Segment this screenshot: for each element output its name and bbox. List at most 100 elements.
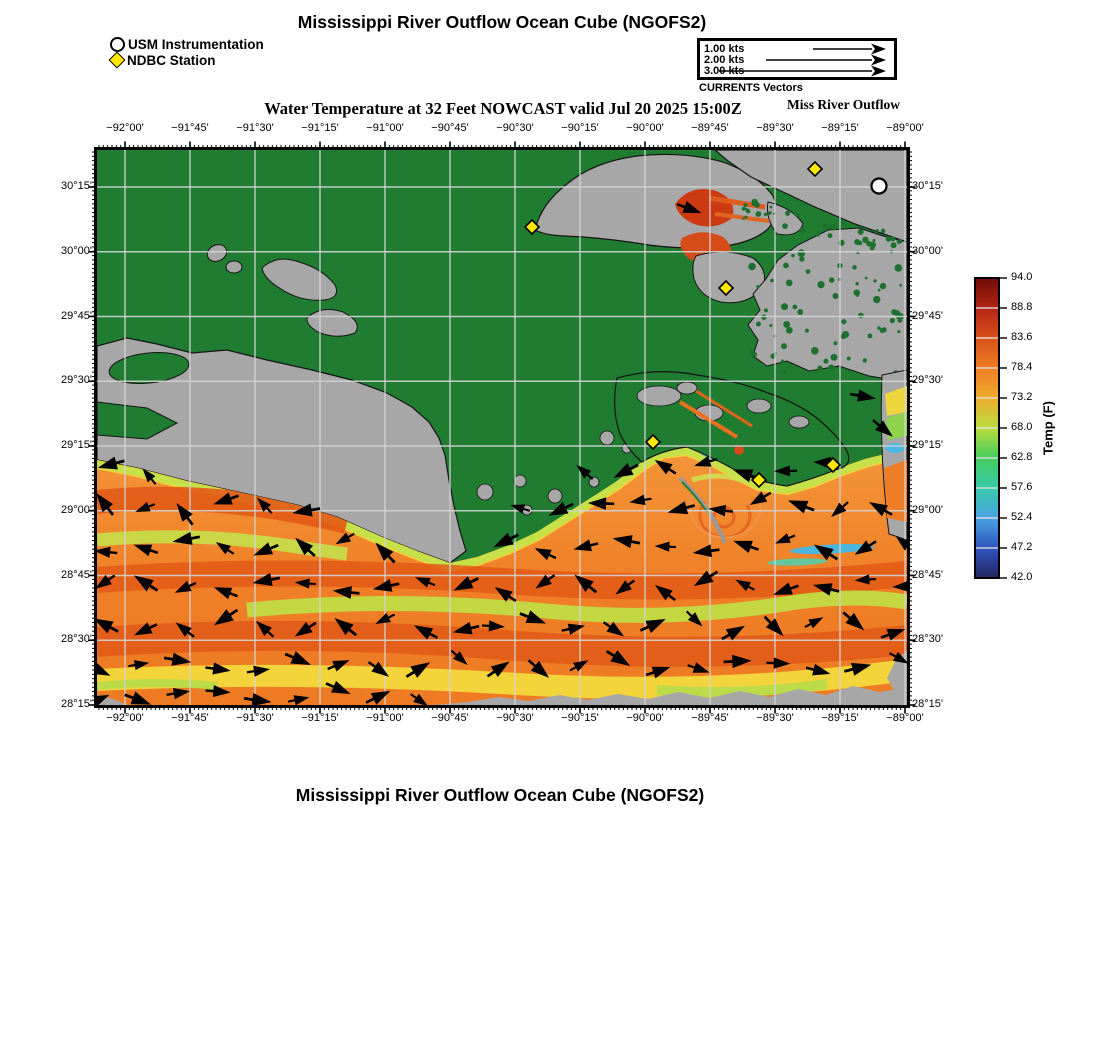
current-arrow bbox=[749, 491, 772, 506]
current-arrow bbox=[602, 621, 625, 637]
colorbar-tick-label: 57.6 bbox=[1011, 481, 1033, 493]
colorbar-tick-label: 68.0 bbox=[1011, 421, 1033, 433]
x-tick-label: −89°15' bbox=[821, 122, 859, 134]
current-arrow bbox=[174, 580, 197, 593]
vector-legend-label-1: 1.00 kts bbox=[704, 43, 745, 55]
current-arrow bbox=[410, 693, 428, 705]
current-arrow bbox=[124, 691, 152, 705]
colorbar-tick-label: 83.6 bbox=[1011, 331, 1033, 343]
x-tick-label: −90°45' bbox=[431, 122, 469, 134]
colorbar-tick-label: 88.8 bbox=[1011, 301, 1033, 313]
y-tick-label: 28°30' bbox=[912, 633, 943, 646]
current-arrow bbox=[163, 652, 192, 666]
current-arrow bbox=[256, 497, 273, 514]
x-tick-label: −89°30' bbox=[756, 122, 794, 134]
x-tick-label: −89°45' bbox=[691, 122, 729, 134]
y-tick-label: 29°30' bbox=[61, 374, 92, 387]
barrier-island-arc bbox=[678, 476, 727, 544]
current-arrow bbox=[880, 628, 906, 641]
vector-legend-arrows bbox=[719, 43, 886, 77]
current-arrow bbox=[334, 617, 358, 637]
current-arrow bbox=[654, 459, 677, 475]
current-arrow bbox=[732, 469, 760, 483]
ndbc-station-marker bbox=[824, 456, 842, 474]
current-arrow bbox=[850, 389, 876, 402]
current-arrow bbox=[613, 463, 639, 478]
y-tick-label: 29°00' bbox=[61, 503, 92, 516]
current-arrow bbox=[253, 542, 279, 556]
x-tick-label: −90°30' bbox=[496, 122, 534, 134]
inland-green-wedge bbox=[97, 401, 179, 440]
usm-station-marker bbox=[870, 177, 888, 195]
current-vectors bbox=[97, 201, 907, 705]
current-arrow bbox=[172, 531, 201, 545]
current-arrow bbox=[292, 503, 321, 517]
plot-subtitle: Water Temperature at 32 Feet NOWCAST val… bbox=[264, 99, 742, 118]
y-tick-label: 29°30' bbox=[912, 374, 943, 387]
current-arrow bbox=[693, 570, 719, 587]
current-arrow bbox=[494, 587, 517, 603]
x-tick-label: −91°15' bbox=[301, 122, 339, 134]
rigolets-channel bbox=[766, 201, 804, 236]
current-arrow bbox=[766, 657, 791, 669]
delta-channels bbox=[678, 389, 753, 455]
current-arrow bbox=[667, 501, 696, 515]
legend-row-usm: USM Instrumentation bbox=[110, 36, 264, 52]
station-markers bbox=[523, 160, 888, 489]
current-arrow bbox=[213, 492, 239, 505]
current-arrow bbox=[97, 456, 125, 470]
current-arrow bbox=[295, 537, 316, 558]
current-arrow bbox=[205, 685, 231, 698]
current-arrow bbox=[205, 662, 231, 675]
legend-row-ndbc: NDBC Station bbox=[108, 51, 264, 69]
current-arrow bbox=[574, 574, 598, 594]
vector-legend-caption: CURRENTS Vectors bbox=[699, 82, 803, 94]
current-arrow bbox=[773, 465, 798, 477]
mainland-west bbox=[97, 337, 467, 564]
x-tick-label: −90°45' bbox=[431, 712, 469, 724]
ndbc-diamond-icon bbox=[108, 51, 126, 69]
map-area bbox=[97, 150, 907, 705]
colorbar-title: Temp (F) bbox=[1040, 401, 1056, 455]
current-arrow bbox=[375, 612, 396, 624]
y-tick-label: 28°15' bbox=[61, 698, 92, 710]
current-arrow bbox=[255, 620, 275, 638]
current-arrow bbox=[561, 623, 586, 635]
figure-title: Mississippi River Outflow Ocean Cube (NG… bbox=[297, 12, 707, 32]
current-arrow bbox=[576, 464, 594, 481]
current-arrow bbox=[676, 201, 702, 214]
current-arrow bbox=[854, 574, 876, 585]
x-tick-label: −89°15' bbox=[821, 712, 859, 724]
current-arrow bbox=[213, 608, 239, 626]
x-tick-label: −91°00' bbox=[366, 712, 404, 724]
current-arrow bbox=[97, 546, 118, 558]
x-tick-label: −91°00' bbox=[366, 122, 404, 134]
marsh-speckles bbox=[741, 198, 904, 375]
usm-circle-icon bbox=[110, 36, 125, 52]
current-arrow bbox=[812, 583, 840, 596]
y-tick-label: 28°15' bbox=[912, 698, 943, 710]
x-tick-label: −91°30' bbox=[236, 712, 274, 724]
current-arrow bbox=[692, 544, 720, 558]
current-arrow bbox=[587, 497, 615, 510]
x-tick-label: −90°00' bbox=[626, 712, 664, 724]
y-tick-label: 30°15' bbox=[912, 180, 943, 192]
current-arrow bbox=[805, 663, 831, 676]
current-arrow bbox=[723, 654, 752, 669]
current-arrow bbox=[284, 651, 311, 665]
legend-label-usm: USM Instrumentation bbox=[128, 36, 264, 52]
x-tick-label: −90°00' bbox=[626, 122, 664, 134]
current-arrow bbox=[215, 542, 235, 555]
current-arrow bbox=[246, 665, 270, 677]
current-arrow bbox=[415, 577, 436, 588]
y-tick-label: 28°30' bbox=[61, 633, 92, 646]
y-tick-label: 30°00' bbox=[912, 244, 943, 257]
current-arrow bbox=[831, 501, 849, 518]
x-tick-label: −91°45' bbox=[171, 122, 209, 134]
colorbar-tick-label: 94.0 bbox=[1011, 271, 1033, 283]
current-arrow bbox=[548, 501, 574, 516]
current-arrow bbox=[775, 533, 796, 544]
y-tick-label: 29°45' bbox=[912, 309, 943, 322]
graticule bbox=[97, 150, 907, 705]
current-arrow bbox=[128, 660, 150, 671]
